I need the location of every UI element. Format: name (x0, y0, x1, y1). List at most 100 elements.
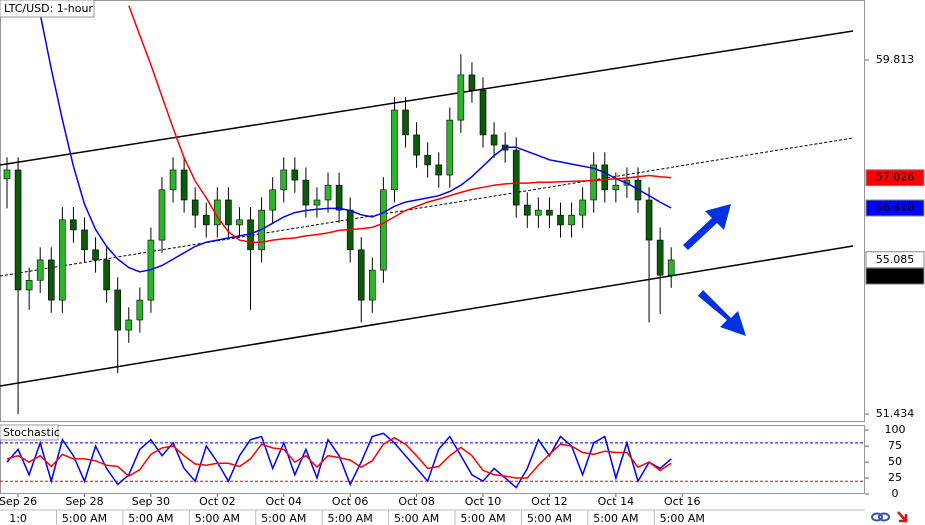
x-tick-label: Oct 08 (398, 495, 435, 508)
time-label: 5:00 AM (62, 512, 107, 525)
candle-body (3, 169, 11, 180)
candle-body (645, 199, 653, 241)
main-panel (0, 0, 865, 422)
y-tick-label: 51.434 (876, 407, 915, 420)
series-line (128, 5, 672, 243)
candle-body (357, 249, 365, 301)
x-tick-label: Sep 28 (65, 495, 103, 508)
candle-body (59, 219, 66, 301)
time-label: 1:0 (9, 512, 27, 525)
y-tick-label: 59.813 (876, 53, 915, 66)
candle-body (579, 199, 586, 216)
candle-body (14, 169, 22, 291)
candle-body (468, 74, 476, 91)
x-tick-label: Oct 16 (664, 495, 701, 508)
candle-body (191, 199, 199, 216)
jump-icon[interactable] (897, 511, 908, 523)
candle-body (236, 219, 243, 226)
candle-body (512, 149, 520, 206)
candle-body (601, 164, 609, 191)
y-tick-label: 50 (888, 455, 902, 468)
candle-body (70, 219, 77, 231)
price-marker-label: 55.085 (876, 253, 915, 266)
x-tick-label: Sep 26 (0, 495, 37, 508)
candle-body (92, 249, 99, 261)
x-tick-label: Oct 12 (531, 495, 568, 508)
y-tick-label: 25 (888, 471, 902, 484)
candle-body (280, 169, 288, 191)
candle-body (413, 134, 420, 156)
candle-body (125, 319, 133, 331)
main-plot (0, 5, 854, 415)
title-box (0, 0, 95, 18)
stochastic-plot (0, 432, 865, 489)
candle-body (667, 259, 675, 276)
candle-body (380, 189, 387, 271)
candle-body (81, 229, 88, 251)
candle-body (103, 259, 110, 291)
candle-body (369, 269, 376, 301)
trend-line (0, 245, 854, 387)
time-label: 5:00 AM (128, 512, 173, 525)
candle-body (535, 209, 542, 216)
x-tick-label: Oct 10 (465, 495, 502, 508)
candle-body (114, 289, 121, 331)
toolbar-icons (871, 511, 908, 523)
candle-body (158, 189, 166, 241)
time-label: 5:00 AM (394, 512, 439, 525)
candle-body (424, 154, 431, 166)
series-line (6, 436, 672, 479)
price-marker-label: 57.026 (876, 171, 915, 184)
candle-body (202, 214, 210, 226)
candle-body (313, 199, 321, 206)
candle-body (25, 279, 33, 291)
price-marker (865, 199, 925, 217)
price-marker (865, 267, 925, 285)
stochastic-panel (0, 425, 865, 494)
candle-body (523, 204, 531, 216)
candle-body (136, 299, 144, 321)
x-tick-label: Sep 30 (132, 495, 170, 508)
price-marker-label: 56.310 (876, 201, 915, 214)
candle-body (490, 134, 498, 146)
candle-body (291, 169, 299, 181)
stochastic-title: Stochastic (3, 426, 60, 439)
time-label: 5:00 AM (261, 512, 306, 525)
time-label: 5:00 AM (328, 512, 373, 525)
candle-body (36, 259, 44, 281)
x-tick-label: Oct 04 (265, 495, 302, 508)
x-tick-label: Oct 02 (199, 495, 236, 508)
candle-body (169, 169, 177, 191)
x-tick-label: Oct 14 (598, 495, 635, 508)
candle-body (590, 164, 598, 201)
candle-body (302, 179, 310, 206)
candle-body (269, 189, 276, 211)
candle-body (335, 184, 343, 211)
time-label: 5:00 AM (460, 512, 505, 525)
link-icon[interactable] (871, 512, 883, 522)
candle-body (402, 109, 409, 136)
candle-body (324, 184, 332, 201)
candle-body (557, 214, 564, 226)
x-tick-label: Oct 06 (332, 495, 369, 508)
candle-body (479, 89, 487, 136)
title-box (0, 424, 59, 441)
time-label: 5:00 AM (527, 512, 572, 525)
series-line (6, 432, 672, 489)
candle-body (446, 119, 454, 176)
candle-body (457, 74, 465, 121)
candle-body (612, 184, 620, 191)
price-marker (865, 169, 925, 187)
mid-line (0, 137, 854, 277)
candle-body (225, 199, 232, 226)
axes: 59.813 51.434 Sep 26 Sep 28 Sep 30 Oct 02 Oct … (0, 53, 925, 525)
series-line (39, 13, 672, 273)
y-tick-label: 0 (892, 487, 899, 500)
time-label: 5:00 AM (660, 512, 705, 525)
y-tick-label: 75 (888, 439, 902, 452)
link-icon[interactable] (878, 512, 890, 522)
y-tick-label: 100 (885, 423, 906, 436)
candle-body (391, 109, 398, 191)
time-label: 5:00 AM (593, 512, 638, 525)
